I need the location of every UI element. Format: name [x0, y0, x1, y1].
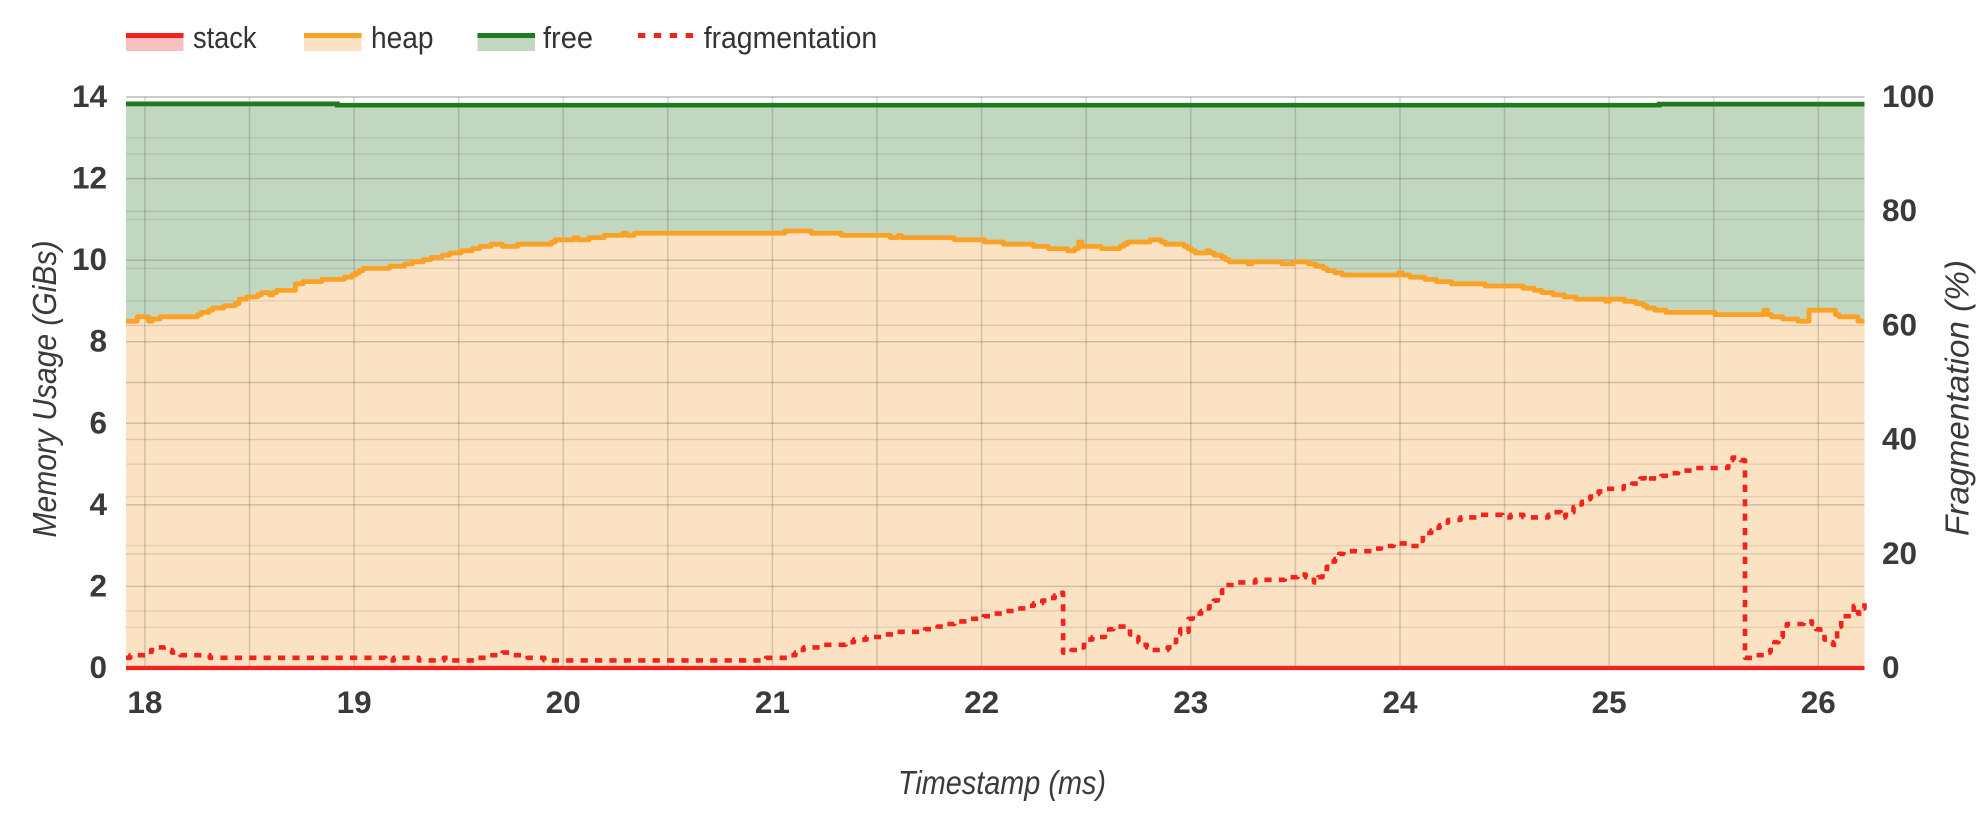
- svg-text:2: 2: [89, 567, 107, 603]
- svg-text:heap: heap: [371, 20, 434, 55]
- svg-text:60: 60: [1882, 306, 1917, 342]
- svg-text:0: 0: [89, 649, 107, 685]
- svg-text:0: 0: [1882, 649, 1900, 685]
- svg-text:20: 20: [546, 684, 581, 720]
- svg-text:Fragmentation (%): Fragmentation (%): [1939, 260, 1976, 536]
- svg-text:23: 23: [1173, 684, 1208, 720]
- svg-text:100: 100: [1882, 78, 1935, 114]
- svg-text:24: 24: [1382, 684, 1418, 720]
- svg-text:8: 8: [89, 323, 107, 359]
- svg-text:Memory Usage (GiBs): Memory Usage (GiBs): [26, 241, 63, 538]
- svg-text:4: 4: [89, 486, 107, 522]
- svg-text:6: 6: [89, 404, 107, 440]
- svg-text:10: 10: [72, 241, 107, 277]
- svg-text:25: 25: [1592, 684, 1627, 720]
- svg-text:22: 22: [964, 684, 999, 720]
- svg-text:14: 14: [72, 78, 108, 114]
- svg-text:fragmentation: fragmentation: [704, 20, 878, 55]
- svg-text:26: 26: [1801, 684, 1836, 720]
- svg-text:stack: stack: [193, 20, 257, 55]
- svg-text:21: 21: [755, 684, 790, 720]
- svg-text:20: 20: [1882, 535, 1917, 571]
- svg-text:80: 80: [1882, 192, 1917, 228]
- svg-text:18: 18: [127, 684, 162, 720]
- svg-text:12: 12: [72, 160, 107, 196]
- svg-text:40: 40: [1882, 421, 1917, 457]
- svg-text:free: free: [543, 20, 593, 55]
- svg-text:Timestamp (ms): Timestamp (ms): [898, 764, 1106, 801]
- svg-text:19: 19: [337, 684, 372, 720]
